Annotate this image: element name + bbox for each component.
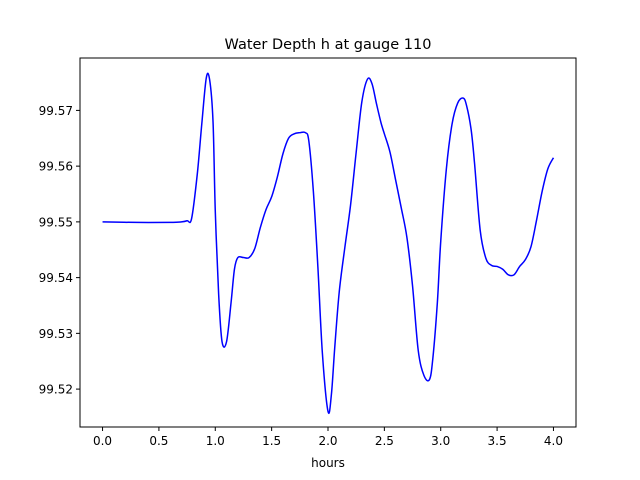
x-tick-label: 0.5 (149, 434, 168, 448)
plot-area (102, 72, 555, 414)
y-tick-label: 99.56 (39, 160, 73, 174)
y-tick-label: 99.53 (39, 327, 73, 341)
x-axis: 0.0 0.5 1.0 1.5 2.0 2.5 3.0 3.5 4.0 (93, 427, 563, 448)
plot-frame (79, 57, 577, 428)
y-axis: 99.52 99.53 99.54 99.55 99.56 99.57 (39, 104, 80, 397)
x-tick-label: 3.0 (431, 434, 450, 448)
x-tick-label: 4.0 (544, 434, 563, 448)
x-tick-label: 1.0 (206, 434, 225, 448)
x-tick-label: 3.5 (488, 434, 507, 448)
y-tick-label: 99.57 (39, 104, 73, 118)
x-tick-label: 1.5 (262, 434, 281, 448)
x-tick-label: 2.5 (375, 434, 394, 448)
y-tick-label: 99.52 (39, 383, 73, 397)
series-line-0 (102, 72, 555, 414)
y-tick-label: 99.54 (39, 271, 73, 285)
y-tick-label: 99.55 (39, 215, 73, 229)
chart-title: Water Depth h at gauge 110 (225, 37, 432, 53)
x-tick-label: 0.0 (93, 434, 112, 448)
x-axis-label: hours (311, 456, 345, 470)
x-tick-label: 2.0 (318, 434, 337, 448)
